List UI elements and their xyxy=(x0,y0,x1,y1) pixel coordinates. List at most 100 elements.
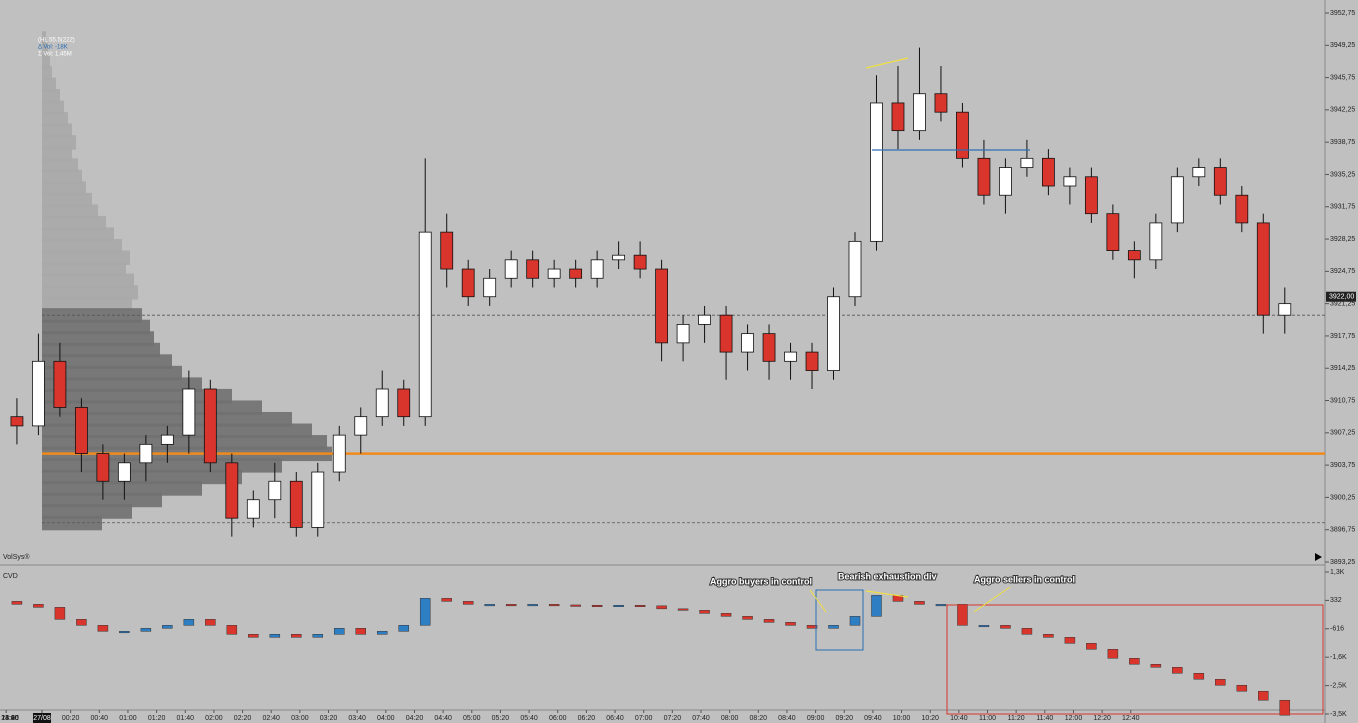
cvd-candle xyxy=(957,604,968,626)
candle-body xyxy=(848,240,862,298)
cvd-candle xyxy=(97,625,109,632)
x-tick-label: 02:20 xyxy=(234,715,252,722)
candle-body xyxy=(934,93,948,113)
candle-body xyxy=(311,471,325,528)
y-tick-label: 332 xyxy=(1330,597,1342,604)
x-tick-label: 12:20 xyxy=(1093,715,1111,722)
cvd-candle xyxy=(1086,643,1097,650)
profile-bar xyxy=(42,411,292,427)
x-tick-label: 13:20 xyxy=(1,715,19,722)
candle-body xyxy=(612,254,626,261)
candle-body xyxy=(1127,250,1141,261)
profile-bar xyxy=(42,65,52,81)
cvd-candle xyxy=(505,604,517,607)
date-badge xyxy=(33,713,51,723)
profile-bar xyxy=(42,204,98,219)
x-tick-label: 04:00 xyxy=(377,715,395,722)
scroll-button[interactable] xyxy=(1315,553,1322,561)
candle-body xyxy=(1170,176,1184,224)
cvd-candle xyxy=(613,604,624,607)
profile-bar xyxy=(42,146,72,162)
candle-body xyxy=(268,480,282,501)
cvd-candle xyxy=(1172,667,1183,674)
y-tick-label: -2,5K xyxy=(1330,682,1347,689)
profile-bar xyxy=(42,77,56,93)
candle-body xyxy=(1149,222,1163,261)
x-tick-label: 12:00 xyxy=(1065,715,1083,722)
y-tick-label: 3917,75 xyxy=(1330,333,1355,340)
candle-body xyxy=(956,111,969,159)
profile-bar xyxy=(42,469,242,485)
candle-body xyxy=(246,499,260,519)
profile-bar xyxy=(42,227,114,242)
profile-bar xyxy=(42,215,106,231)
y-tick-label: 3928,25 xyxy=(1330,236,1355,243)
cvd-candle xyxy=(1258,690,1269,701)
candle-body xyxy=(1084,176,1098,215)
cvd-candle xyxy=(1021,628,1033,635)
candle-body xyxy=(590,259,604,279)
profile-bar xyxy=(42,31,46,46)
x-tick-label: 05:20 xyxy=(492,715,510,722)
x-tick-label: 10:20 xyxy=(921,715,939,722)
y-tick-label: -3,5K xyxy=(1330,711,1347,718)
profile-bar xyxy=(42,331,154,346)
x-tick-label: 01:20 xyxy=(148,715,166,722)
cvd-candle xyxy=(484,604,495,607)
x-tick-label: 08:40 xyxy=(778,715,796,722)
profile-bar xyxy=(42,42,48,58)
candle-body xyxy=(418,231,432,418)
candle-body xyxy=(32,360,45,427)
candle-body xyxy=(1278,303,1292,316)
cvd-candle xyxy=(978,625,990,628)
candle-body xyxy=(332,434,346,473)
x-tick-label: 12:40 xyxy=(1122,715,1140,722)
cvd-candle xyxy=(355,628,367,635)
candle-body xyxy=(784,351,797,362)
cvd-candle xyxy=(312,634,324,638)
buyers-box xyxy=(815,589,864,651)
y-tick-label: 3921,25 xyxy=(1330,300,1355,307)
profile-bar xyxy=(42,481,202,496)
candle-body xyxy=(1235,194,1249,224)
cvd-candle xyxy=(591,604,603,607)
cvd-candle xyxy=(398,625,409,632)
x-tick-label: 14:00 xyxy=(1,715,19,722)
y-tick-label: 3952,75 xyxy=(1330,10,1355,17)
profile-bar xyxy=(42,365,182,381)
cvd-candle xyxy=(871,595,882,617)
arrow xyxy=(809,589,827,613)
info: Σ Vol: 1,45M xyxy=(38,52,72,58)
cvd-candle xyxy=(677,608,689,611)
x-tick-label: 08:00 xyxy=(721,715,739,722)
y-tick-label: 3935,25 xyxy=(1330,171,1355,178)
cvd-candle xyxy=(76,619,87,626)
profile-bar xyxy=(42,192,92,208)
y-tick-label: 3931,75 xyxy=(1330,204,1355,211)
x-tick-label: 02:40 xyxy=(262,715,280,722)
cvd-candle xyxy=(1150,664,1162,668)
x-tick-label: 01:40 xyxy=(176,715,194,722)
candle-body xyxy=(1192,167,1206,178)
profile-bar xyxy=(42,169,82,185)
candle-body xyxy=(805,351,819,371)
y-tick-label: 3893,25 xyxy=(1330,559,1355,566)
cvd-candle xyxy=(1064,637,1076,644)
x-tick-label: 01:00 xyxy=(119,715,137,722)
candle-body xyxy=(827,296,840,371)
cvd-candle xyxy=(419,598,431,626)
x-tick-label: 00:20 xyxy=(62,715,80,722)
profile-bar xyxy=(42,89,60,104)
y-tick-label: 3896,75 xyxy=(1330,527,1355,534)
cvd-candle xyxy=(1043,634,1054,638)
x-tick-label: 07:00 xyxy=(635,715,653,722)
profile-bar xyxy=(42,158,78,173)
y-tick-label: 3924,75 xyxy=(1330,268,1355,275)
profile-bar xyxy=(42,319,150,335)
cvd-candle xyxy=(226,625,238,635)
candle-body xyxy=(1020,157,1034,168)
cvd-candle xyxy=(1236,684,1248,692)
candle-body xyxy=(977,157,991,196)
cvd-candle xyxy=(656,605,667,610)
